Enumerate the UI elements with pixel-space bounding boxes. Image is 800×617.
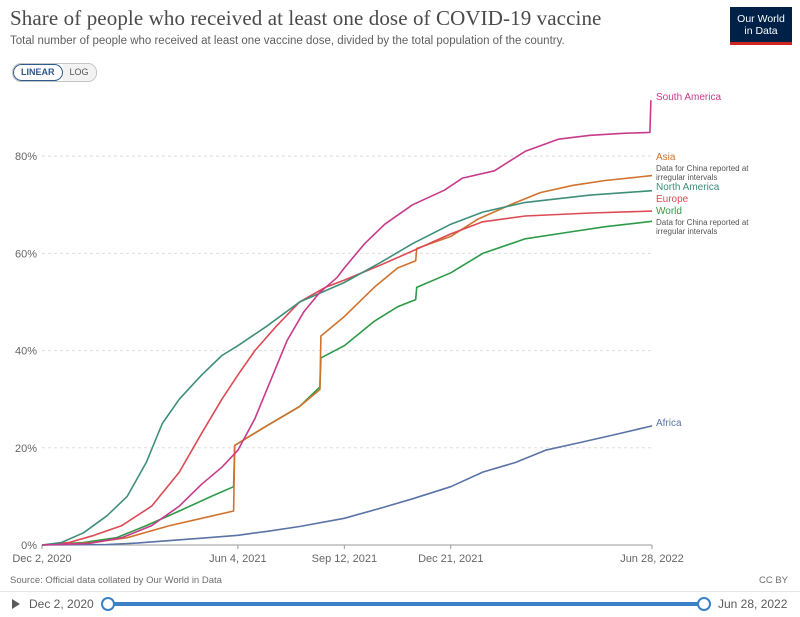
scale-toggle: LINEAR LOG [12,63,97,82]
series-line-world[interactable] [41,220,653,546]
timeline-start-label: Dec 2, 2020 [29,597,94,611]
y-tick-label: 80% [15,151,37,163]
x-tick-label: Jun 28, 2022 [620,553,684,565]
series-label-world[interactable]: World [656,206,682,217]
chart-subtitle: Total number of people who received at l… [10,35,565,47]
series-note-line: irregular intervals [656,173,717,182]
series-label-north-america[interactable]: North America [656,182,720,193]
x-tick-label: Sep 12, 2021 [312,553,377,565]
series-line-south-america[interactable] [41,100,652,546]
log-scale-button[interactable]: LOG [62,64,96,81]
owid-logo[interactable]: Our World in Data [730,7,792,45]
logo-line-1: Our World [737,13,785,25]
x-tick-label: Dec 21, 2021 [418,553,483,565]
logo-line-2: in Data [744,25,778,37]
y-tick-label: 20% [15,443,37,455]
x-tick-label: Jun 4, 2021 [209,553,267,565]
y-tick-label: 40% [15,346,37,358]
series-label-asia[interactable]: Asia [656,152,676,163]
y-tick-label: 60% [15,248,37,260]
series-line-north-america[interactable] [41,189,653,546]
series-label-south-america[interactable]: South America [656,92,721,103]
series-note-line: irregular intervals [656,227,717,236]
series-line-africa[interactable] [41,425,653,546]
gridlines [42,155,652,546]
timeline-track[interactable] [108,602,704,606]
series-lines [41,100,653,546]
timeline: Dec 2, 2020 Jun 28, 2022 [0,591,800,617]
chart-title: Share of people who received at least on… [10,6,602,30]
x-axis-ticks: Dec 2, 2020 Jun 4, 2021 Sep 12, 2021 Dec 21… [12,545,684,565]
y-axis-ticks: 0% 20% 40% 60% 80% [15,151,37,552]
series-note-line: Data for China reported at [656,218,749,227]
series-label-europe[interactable]: Europe [656,194,689,205]
series-note-line: Data for China reported at [656,164,749,173]
series-line-europe[interactable] [41,210,653,546]
license-label[interactable]: CC BY [758,575,788,586]
play-icon[interactable] [12,599,20,609]
y-tick-label: 0% [21,540,37,552]
timeline-start-handle[interactable] [101,597,115,611]
timeline-end-label: Jun 28, 2022 [718,597,788,611]
linear-scale-button[interactable]: LINEAR [13,64,63,81]
line-chart: 0% 20% 40% 60% 80% Dec 2, 2020 Jun 4, 2021 Sep… [12,92,749,565]
source-note[interactable]: Source: Official data collated by Our Wo… [10,575,222,586]
series-label-africa[interactable]: Africa [656,418,682,429]
timeline-end-handle[interactable] [697,597,711,611]
x-tick-label: Dec 2, 2020 [12,553,71,565]
series-line-asia[interactable] [41,174,653,546]
